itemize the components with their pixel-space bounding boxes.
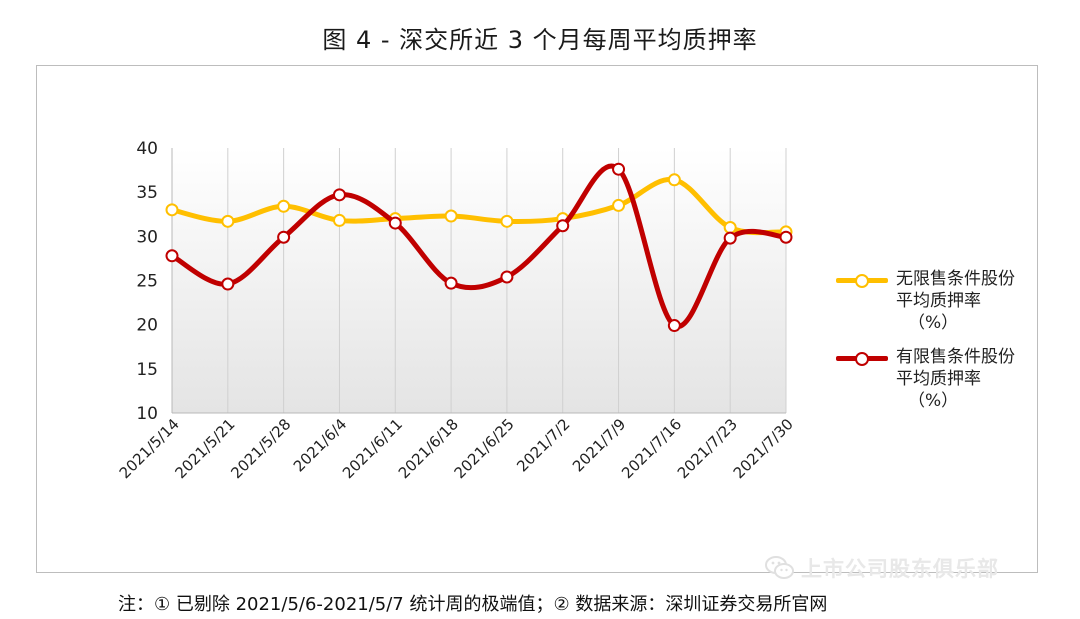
data-point-series2 [277,230,291,244]
wechat-icon [765,555,795,586]
legend-item-series1: 无限售条件股份平均质押率 （%） [836,268,1026,334]
data-point-series2 [556,219,570,233]
data-point-series2 [612,162,626,176]
legend-label-series2: 有限售条件股份平均质押率 [896,347,1015,389]
y-tick-label: 25 [136,272,158,292]
data-point-series1 [221,214,235,228]
data-point-series2 [332,188,346,202]
y-tick-label: 15 [136,360,158,380]
legend-unit-series1: （%） [908,313,959,333]
data-point-series2 [500,270,514,284]
legend: 无限售条件股份平均质押率 （%） 有限售条件股份平均质押率 （%） [836,268,1026,424]
plot-background [172,148,786,413]
x-tick-label: 2021/6/18 [395,415,462,482]
legend-marker-series2 [855,352,869,366]
legend-marker-series1 [855,274,869,288]
legend-unit-series2: （%） [908,391,959,411]
y-tick-label: 10 [136,404,158,424]
data-point-series1 [723,221,737,234]
data-point-series1 [444,209,458,223]
footnote: 注：① 已剔除 2021/5/6-2021/5/7 统计周的极端值；② 数据来源… [118,594,828,615]
x-tick-label: 2021/5/28 [227,415,294,482]
x-tick-label: 2021/6/11 [339,415,406,482]
figure-title: 图 4 - 深交所近 3 个月每周平均质押率 [322,26,758,54]
y-tick-label: 30 [136,227,158,247]
data-point-series2 [779,230,793,244]
data-point-series1 [500,214,514,228]
x-tick-label: 2021/5/21 [172,415,239,482]
x-tick-label: 2021/7/30 [730,415,797,482]
x-tick-label: 2021/7/16 [618,415,685,482]
x-tick-label: 2021/5/14 [116,415,183,482]
data-point-series1 [667,173,681,187]
data-point-series1 [277,199,291,213]
data-point-series2 [723,231,737,245]
x-tick-label: 2021/6/25 [451,415,518,482]
data-point-series2 [667,319,681,333]
legend-item-series2: 有限售条件股份平均质押率 （%） [836,346,1026,412]
data-point-series1 [165,203,179,217]
data-point-series1 [332,213,346,227]
watermark-text: 上市公司股东俱乐部 [801,557,999,581]
data-point-series2 [221,277,235,291]
watermark: 上市公司股东俱乐部 [765,553,999,586]
y-tick-label: 40 [136,139,158,159]
x-tick-label: 2021/7/23 [674,415,741,482]
data-point-series1 [612,198,626,212]
y-tick-label: 35 [136,183,158,203]
legend-label-series1: 无限售条件股份平均质押率 [896,269,1015,311]
y-tick-label: 20 [136,316,158,336]
data-point-series2 [165,249,179,263]
x-tick-label: 2021/7/2 [513,415,573,475]
data-point-series2 [388,216,402,230]
data-point-series2 [444,276,458,290]
